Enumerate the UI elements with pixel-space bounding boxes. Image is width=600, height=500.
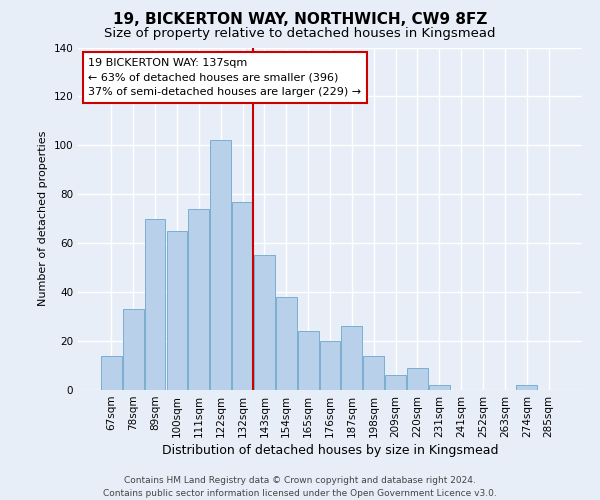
Y-axis label: Number of detached properties: Number of detached properties bbox=[38, 131, 48, 306]
Bar bbox=[123, 310, 143, 390]
Bar bbox=[276, 297, 296, 390]
Bar bbox=[167, 231, 187, 390]
Bar bbox=[407, 368, 428, 390]
Text: Size of property relative to detached houses in Kingsmead: Size of property relative to detached ho… bbox=[104, 28, 496, 40]
Bar bbox=[210, 140, 231, 390]
Text: 19, BICKERTON WAY, NORTHWICH, CW9 8FZ: 19, BICKERTON WAY, NORTHWICH, CW9 8FZ bbox=[113, 12, 487, 28]
Text: Contains HM Land Registry data © Crown copyright and database right 2024.
Contai: Contains HM Land Registry data © Crown c… bbox=[103, 476, 497, 498]
Bar bbox=[298, 332, 319, 390]
Bar bbox=[320, 341, 340, 390]
Bar bbox=[254, 256, 275, 390]
Bar bbox=[188, 209, 209, 390]
Bar bbox=[429, 385, 450, 390]
Bar bbox=[517, 385, 537, 390]
Bar bbox=[385, 376, 406, 390]
X-axis label: Distribution of detached houses by size in Kingsmead: Distribution of detached houses by size … bbox=[162, 444, 498, 457]
Bar bbox=[341, 326, 362, 390]
Bar bbox=[232, 202, 253, 390]
Bar bbox=[364, 356, 384, 390]
Text: 19 BICKERTON WAY: 137sqm
← 63% of detached houses are smaller (396)
37% of semi-: 19 BICKERTON WAY: 137sqm ← 63% of detach… bbox=[88, 58, 361, 98]
Bar bbox=[145, 219, 166, 390]
Bar bbox=[101, 356, 122, 390]
